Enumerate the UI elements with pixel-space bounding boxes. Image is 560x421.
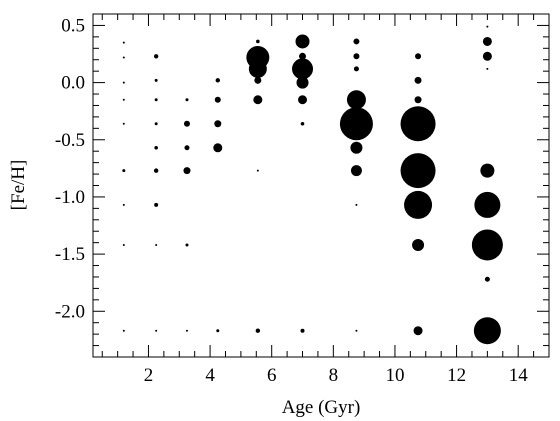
data-point <box>355 329 358 332</box>
data-point <box>353 66 359 72</box>
data-point <box>413 326 423 336</box>
data-point <box>153 54 159 59</box>
x-tick-label: 14 <box>509 365 529 386</box>
data-point <box>484 276 490 282</box>
data-point <box>480 163 495 178</box>
x-tick-label: 4 <box>205 365 215 386</box>
data-point <box>122 41 125 44</box>
data-point <box>415 53 422 60</box>
data-point <box>414 96 422 104</box>
data-point <box>253 95 263 105</box>
data-point <box>185 329 188 332</box>
data-point <box>122 81 125 84</box>
y-axis-title: [Fe/H] <box>8 160 29 211</box>
data-point <box>256 169 259 172</box>
data-point <box>122 329 125 332</box>
data-point <box>255 328 261 333</box>
data-point <box>482 51 492 61</box>
data-point <box>299 52 307 60</box>
data-point <box>122 203 125 206</box>
data-point <box>122 169 126 173</box>
data-point <box>486 67 489 70</box>
x-tick-label: 10 <box>385 365 404 386</box>
x-tick-label: 8 <box>329 365 339 386</box>
data-point <box>412 238 425 251</box>
data-point <box>482 36 492 46</box>
data-point <box>183 167 191 175</box>
data-point <box>213 143 223 153</box>
data-point <box>350 165 362 177</box>
y-tick-label: 0.0 <box>61 73 85 94</box>
data-point <box>353 53 360 60</box>
data-point <box>153 168 159 173</box>
y-tick-labels: 0.5 0.0 -0.5 -1.0 -1.5 -2.0 <box>55 15 85 322</box>
data-point <box>353 38 360 45</box>
data-point <box>355 203 358 206</box>
x-tick-labels: 2 4 6 8 10 12 14 <box>144 365 528 386</box>
data-point <box>295 34 310 49</box>
y-tick-label: -2.0 <box>55 301 85 322</box>
y-tick-label: 0.5 <box>61 15 85 36</box>
data-point <box>122 122 125 125</box>
plot-frame <box>92 13 550 358</box>
data-point <box>215 78 220 83</box>
data-point <box>400 153 436 189</box>
y-tick-label: -0.5 <box>55 130 85 151</box>
data-point <box>154 202 159 207</box>
data-point <box>185 243 189 247</box>
data-point <box>122 56 125 59</box>
data-point <box>471 229 503 261</box>
data-point <box>216 329 220 333</box>
data-point <box>155 243 158 246</box>
y-tick-label: -1.0 <box>55 187 85 208</box>
data-point <box>473 317 501 345</box>
data-point <box>256 39 260 44</box>
data-point <box>298 95 308 105</box>
x-axis-title: Age (Gyr) <box>282 397 361 418</box>
data-point <box>122 243 125 246</box>
data-point <box>414 76 422 84</box>
data-point <box>300 328 305 333</box>
data-point <box>486 25 489 28</box>
data-point <box>474 191 501 218</box>
x-tick-label: 2 <box>144 365 154 386</box>
data-point <box>296 76 309 89</box>
data-point <box>154 122 158 126</box>
data-point <box>214 120 222 128</box>
data-point <box>339 107 373 141</box>
data-point <box>154 78 158 82</box>
y-tick-label: -1.5 <box>55 244 85 265</box>
x-tick-label: 6 <box>267 365 277 386</box>
axis-ticks <box>93 14 550 357</box>
data-point <box>122 98 125 101</box>
data-point <box>404 190 433 219</box>
data-point <box>184 145 190 151</box>
data-point <box>292 58 314 80</box>
data-point <box>300 121 305 126</box>
data-point <box>154 145 158 150</box>
data-point <box>254 76 262 84</box>
data-point <box>400 106 436 142</box>
data-point <box>155 329 158 332</box>
data-point <box>346 90 366 110</box>
x-tick-label: 12 <box>447 365 466 386</box>
data-point <box>248 59 267 78</box>
data-point <box>185 98 189 102</box>
data-point <box>154 98 158 102</box>
data-point <box>350 141 363 154</box>
data-point <box>183 120 190 127</box>
data-points <box>122 25 503 345</box>
data-point <box>214 96 221 103</box>
